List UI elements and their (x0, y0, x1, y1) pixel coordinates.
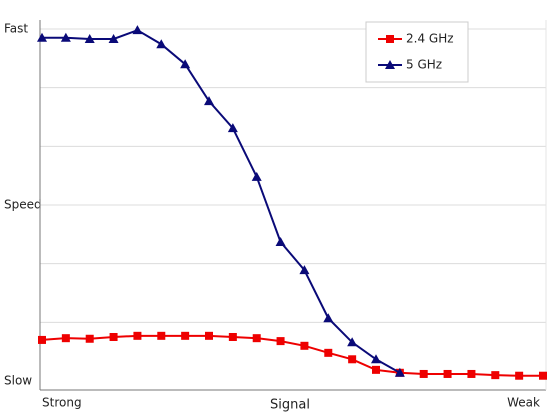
series-line (41, 334, 543, 377)
x-start-label: Strong (42, 396, 82, 410)
marker (419, 369, 428, 378)
marker (181, 331, 190, 340)
marker (37, 32, 47, 42)
marker (299, 265, 310, 275)
marker (133, 331, 142, 340)
x-axis-label: Signal (270, 398, 310, 413)
marker (85, 334, 94, 343)
marker (205, 331, 213, 340)
marker (348, 355, 357, 364)
marker (251, 171, 262, 181)
series-line (42, 29, 401, 374)
legend-label: 2.4 GHz (406, 32, 454, 46)
marker (347, 337, 358, 347)
marker (300, 341, 309, 350)
y-tick-label: Fast (4, 22, 28, 36)
marker (157, 331, 166, 340)
marker (180, 59, 191, 69)
marker (539, 371, 547, 380)
marker (132, 25, 143, 35)
legend-box (365, 21, 469, 83)
marker (228, 333, 237, 341)
legend-label: 5 GHz (406, 58, 442, 72)
marker (108, 33, 119, 43)
y-tick-label: Slow (4, 374, 32, 388)
marker (275, 236, 286, 246)
marker (491, 371, 500, 380)
marker (324, 348, 333, 357)
marker (443, 369, 452, 378)
marker (323, 313, 334, 323)
marker (84, 33, 95, 43)
y-tick-label: Speed (4, 198, 42, 212)
marker (372, 365, 380, 374)
marker (276, 337, 285, 346)
marker (515, 371, 524, 380)
marker (385, 60, 395, 69)
marker (109, 333, 118, 341)
marker (204, 96, 214, 106)
marker (38, 335, 46, 344)
marker (252, 334, 261, 343)
marker (60, 32, 71, 42)
marker (394, 367, 405, 377)
x-end-label: Weak (507, 396, 540, 410)
marker (156, 39, 167, 49)
marker (386, 35, 394, 43)
marker (61, 334, 70, 343)
marker (467, 369, 476, 378)
marker (371, 354, 381, 364)
marker (227, 123, 238, 133)
